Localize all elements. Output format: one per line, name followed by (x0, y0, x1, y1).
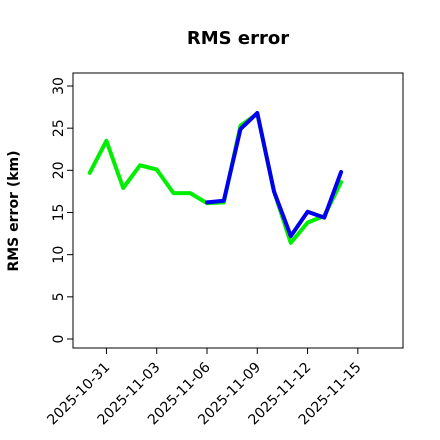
y-axis-label: RMS error (km) (6, 150, 22, 271)
y-axis: 0 5 10 15 20 25 30 (51, 77, 73, 343)
y-tick-label: 5 (51, 292, 67, 301)
series-line-1 (87, 111, 344, 245)
plot-frame (72, 72, 404, 349)
series-layer (87, 111, 344, 245)
x-axis: 2025-10-312025-11-032025-11-062025-11-09… (44, 348, 365, 428)
y-tick-label: 30 (51, 77, 67, 95)
y-tick-label: 15 (51, 204, 67, 222)
y-tick-label: 20 (51, 161, 67, 179)
y-tick-label: 10 (51, 246, 67, 264)
series-line-2 (205, 111, 344, 239)
y-tick-label: 0 (51, 335, 67, 344)
y-tick-label: 25 (51, 119, 67, 137)
chart-title: RMS error (187, 28, 289, 49)
